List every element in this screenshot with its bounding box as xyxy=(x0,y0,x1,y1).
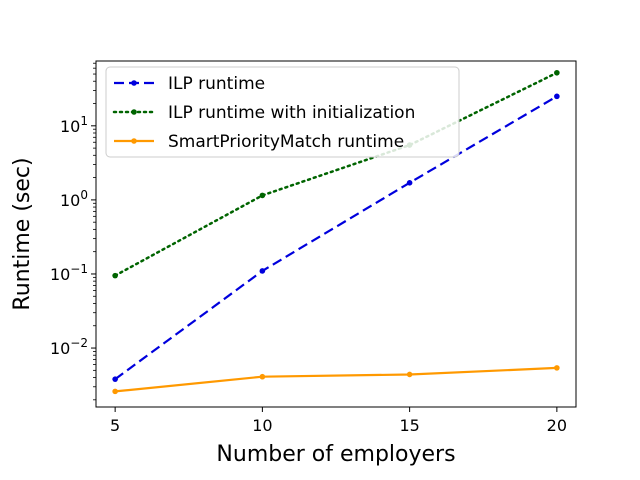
legend: ILP runtime ILP runtime with initializati… xyxy=(105,66,460,158)
y-tick-label: 10−2 xyxy=(50,336,88,358)
x-axis-label: Number of employers xyxy=(216,442,455,467)
data-point xyxy=(406,371,413,378)
y-tick-label: 100 xyxy=(60,188,88,210)
legend-marker xyxy=(131,109,137,115)
x-tick-label: 5 xyxy=(110,416,120,435)
x-tick-label: 15 xyxy=(399,416,419,435)
series-line xyxy=(113,71,559,277)
legend-label: ILP runtime with initialization xyxy=(168,103,415,123)
data-point xyxy=(406,180,413,186)
plot-frame xyxy=(95,60,577,408)
legend-box xyxy=(105,66,460,158)
data-point xyxy=(259,268,266,274)
legend-label: SmartPriorityMatch runtime xyxy=(168,132,404,152)
legend-marker xyxy=(131,138,137,144)
y-axis-label: Runtime (sec) xyxy=(10,157,35,310)
data-point xyxy=(259,192,266,199)
x-tick-label: 20 xyxy=(547,416,567,435)
ticks-layer: 5 10 15 20 10−2 10−1 100 101 xyxy=(50,62,567,435)
series-layer xyxy=(112,69,560,395)
y-tick-label: 101 xyxy=(60,114,88,136)
legend-label: ILP runtime xyxy=(168,74,265,94)
x-tick-label: 10 xyxy=(252,416,272,435)
data-point xyxy=(259,373,266,380)
data-point xyxy=(554,93,560,100)
series-line xyxy=(114,366,557,393)
data-point xyxy=(554,365,560,371)
legend-marker xyxy=(131,80,137,86)
series-line xyxy=(114,95,558,381)
data-point xyxy=(554,69,560,76)
data-point xyxy=(112,272,118,279)
data-point xyxy=(112,388,118,395)
data-point xyxy=(112,376,118,382)
y-tick-label: 10−1 xyxy=(50,262,88,284)
